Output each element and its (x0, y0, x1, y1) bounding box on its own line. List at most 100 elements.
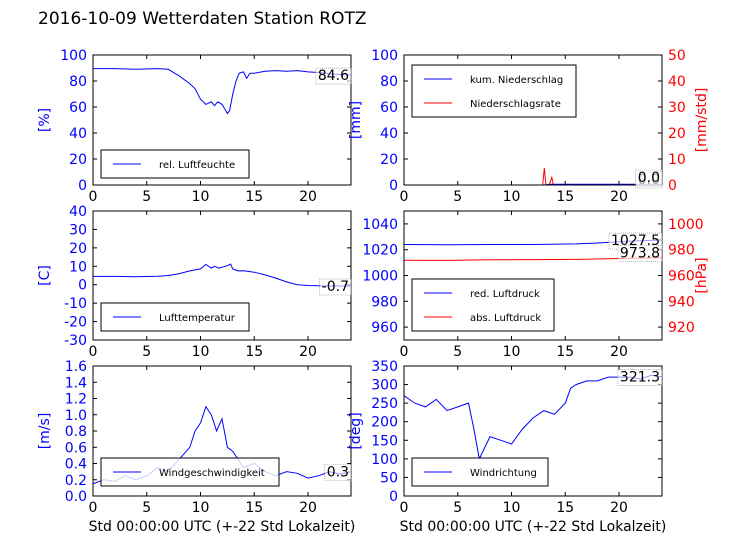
y-tick-label-precip: 60 (380, 100, 398, 116)
y-tick-label-temperature: 40 (69, 204, 87, 220)
x-tick-label-humidity: 15 (245, 189, 263, 205)
y-axis-label-precip: [mm] (348, 101, 364, 139)
y-axis-label-temperature: [C] (37, 265, 53, 286)
x-tick-label-temperature: 15 (245, 344, 263, 360)
annotation-temperature: -0.7 (322, 279, 349, 295)
y-tick-label-wind_direction: 0 (389, 489, 398, 505)
legend-box-precip (411, 64, 577, 118)
x-tick-label-humidity: 20 (299, 189, 317, 205)
series-line-temperature-0 (93, 263, 351, 287)
y-tick-label-temperature: 20 (69, 241, 87, 257)
y-axis-label-humidity: [%] (37, 108, 53, 132)
y2-axis-label-precip: [mm/std] (694, 88, 710, 153)
x-tick-label-precip: 15 (556, 189, 574, 205)
x-axis-label-wind_direction: Std 00:00:00 UTC (+-22 Std Lokalzeit) (400, 519, 667, 535)
y2-tick-label-precip: 20 (668, 126, 686, 142)
y-tick-label-wind_direction: 250 (371, 396, 398, 412)
series-line-wind_direction-0 (404, 374, 662, 461)
x-tick-label-humidity: 5 (142, 189, 151, 205)
x-tick-label-temperature: 0 (89, 344, 98, 360)
legend-label-precip: kum. Niederschlag (470, 75, 563, 86)
x-tick-label-wind_speed: 10 (192, 500, 210, 516)
annotation-wind_direction: 321.3 (620, 370, 660, 386)
y-tick-label-precip: 80 (380, 74, 398, 90)
y-tick-label-wind_speed: 1.0 (65, 408, 87, 424)
y-tick-label-wind_direction: 150 (371, 433, 398, 449)
chart-precip: 0 5 10 15 20 0 20 40 60 80 100 0 10 20 30 40 50 [mm] [mm/s… (348, 48, 710, 205)
x-tick-label-temperature: 5 (142, 344, 151, 360)
legend-label-humidity: rel. Luftfeuchte (159, 160, 235, 171)
y2-tick-label-pressure: 920 (668, 320, 695, 336)
y2-tick-label-precip: 40 (668, 74, 686, 90)
x-tick-label-wind_direction: 10 (503, 500, 521, 516)
y-tick-label-temperature: 30 (69, 222, 87, 238)
annotation-box-pressure (617, 245, 663, 262)
y-tick-label-temperature: 0 (78, 278, 87, 294)
y-tick-label-pressure: 1000 (362, 269, 398, 285)
y-tick-label-wind_speed: 0.2 (65, 473, 87, 489)
y-tick-label-humidity: 20 (69, 152, 87, 168)
y-tick-label-wind_direction: 350 (371, 359, 398, 375)
x-tick-label-wind_speed: 5 (142, 500, 151, 516)
x-tick-label-precip: 0 (400, 189, 409, 205)
y-tick-label-pressure: 960 (371, 320, 398, 336)
annotation-precip: 0.0 (638, 170, 660, 186)
annotation-box-precip (635, 169, 663, 187)
chart-humidity: 0 5 10 15 20 0 20 40 60 80 100 [%] rel. Luftfeuchte 8… (37, 48, 352, 205)
y-tick-label-wind_speed: 0.8 (65, 424, 87, 440)
x-tick-label-humidity: 0 (89, 189, 98, 205)
annotation-humidity: 84.6 (318, 68, 349, 84)
y-axis-label-wind_speed: [m/s] (37, 413, 53, 450)
x-tick-label-wind_direction: 20 (610, 500, 628, 516)
x-tick-label-wind_direction: 5 (453, 500, 462, 516)
figure-title: 2016-10-09 Wetterdaten Station ROTZ⁣ (38, 9, 367, 29)
y-tick-label-pressure: 1040 (362, 217, 398, 233)
y-tick-label-wind_speed: 0.6 (65, 440, 87, 456)
y-tick-label-humidity: 40 (69, 126, 87, 142)
annotation-box-pressure (608, 232, 663, 250)
x-tick-label-temperature: 20 (299, 344, 317, 360)
axes-frame-wind_direction (403, 365, 663, 497)
legend-label-pressure: abs. Luftdruck (470, 313, 541, 324)
axes-frame-humidity (92, 54, 352, 186)
y2-tick-label-precip: 10 (668, 152, 686, 168)
y-tick-label-humidity: 100 (60, 48, 87, 64)
y-tick-label-temperature: -20 (64, 315, 87, 331)
y-tick-label-precip: 20 (380, 152, 398, 168)
y-tick-label-wind_direction: 100 (371, 452, 398, 468)
chart-wind_speed: 0 5 10 15 20 0.00.20.40.60.81.01.21.41.6 [m/s]… (37, 359, 355, 535)
annotation-wind_speed: 0.3 (327, 465, 349, 481)
legend-label-precip: Niederschlagsrate (470, 99, 561, 110)
y-tick-label-wind_speed: 1.2 (65, 392, 87, 408)
x-tick-label-pressure: 0 (400, 344, 409, 360)
y-tick-label-pressure: 980 (371, 294, 398, 310)
y-tick-label-humidity: 60 (69, 100, 87, 116)
y2-tick-label-precip: 30 (668, 100, 686, 116)
legend-label-wind_speed: Windgeschwindigkeit (159, 468, 265, 479)
y-tick-label-temperature: 10 (69, 259, 87, 275)
x-tick-label-pressure: 15 (556, 344, 574, 360)
y2-tick-label-pressure: 1000 (668, 217, 704, 233)
x-tick-label-precip: 5 (453, 189, 462, 205)
y2-tick-label-pressure: 960 (668, 269, 695, 285)
annotation-box-wind_direction (617, 369, 663, 386)
x-tick-label-wind_speed: 20 (299, 500, 317, 516)
x-tick-label-wind_direction: 0 (400, 500, 409, 516)
series-line-humidity-0 (93, 68, 351, 115)
x-tick-label-pressure: 10 (503, 344, 521, 360)
x-tick-label-precip: 10 (503, 189, 521, 205)
annotation-pressure: 973.8 (620, 245, 660, 261)
y-tick-label-humidity: 0 (78, 178, 87, 194)
axes-frame-temperature (92, 210, 352, 341)
axes-frame-precip (403, 54, 663, 186)
annotation-pressure: 1027.5 (611, 233, 660, 249)
x-tick-label-wind_direction: 15 (556, 500, 574, 516)
y-tick-label-wind_speed: 1.4 (65, 375, 87, 391)
y-tick-label-wind_direction: 50 (380, 470, 398, 486)
y-tick-label-precip: 40 (380, 126, 398, 142)
y-tick-label-wind_speed: 0.4 (65, 457, 87, 473)
y-tick-label-wind_direction: 300 (371, 378, 398, 394)
